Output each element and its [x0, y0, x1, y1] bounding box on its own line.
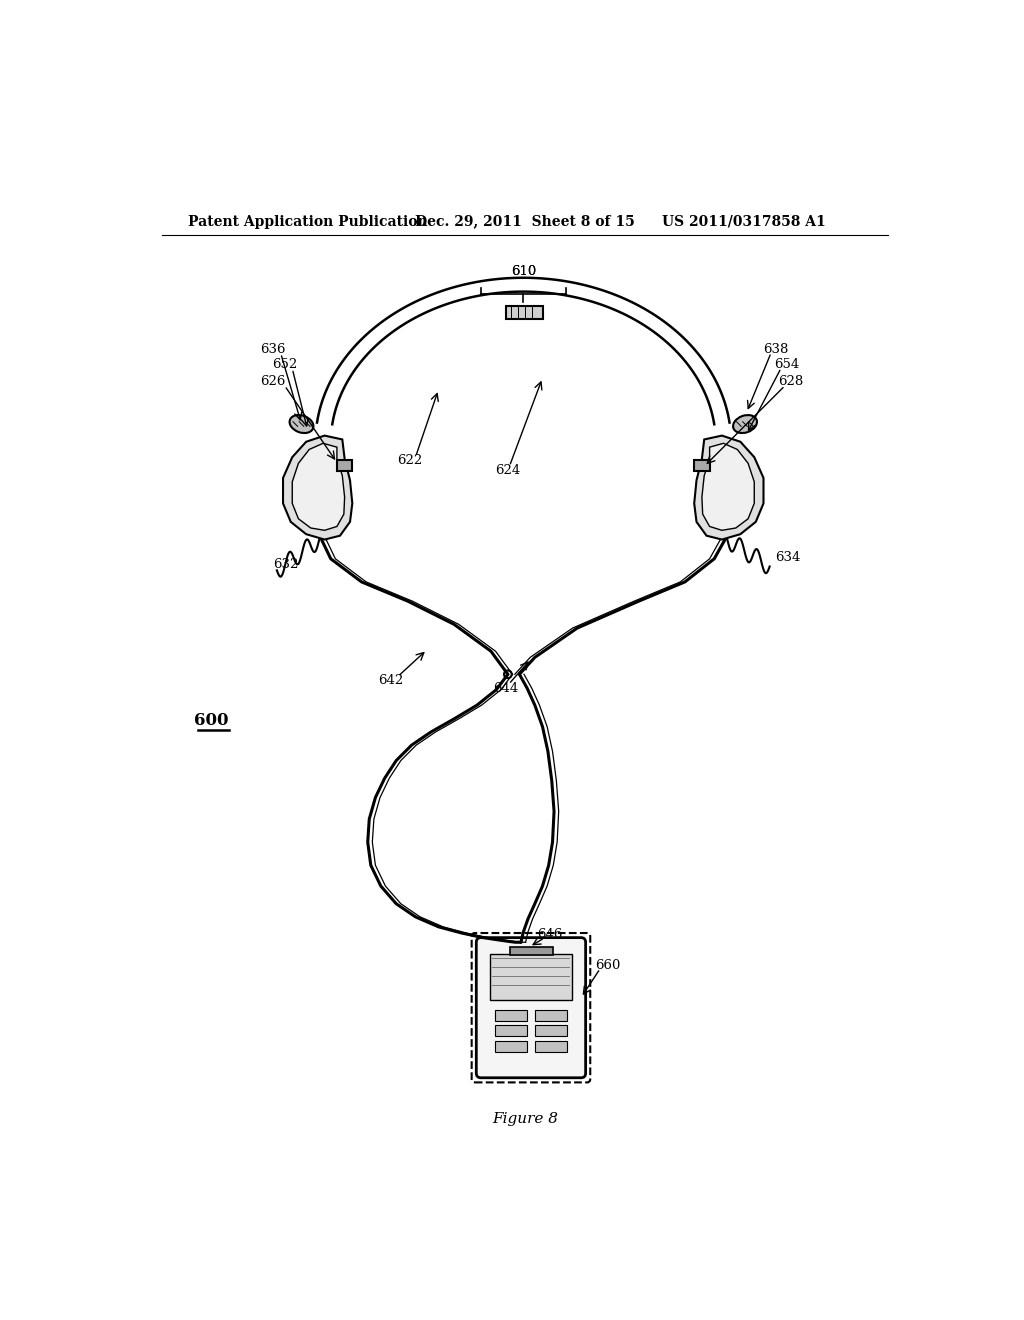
Bar [495, 1026, 527, 1036]
Polygon shape [283, 436, 352, 540]
Bar [495, 1040, 527, 1052]
Ellipse shape [733, 414, 757, 433]
Text: Figure 8: Figure 8 [492, 1113, 558, 1126]
Text: 628: 628 [778, 375, 804, 388]
Text: 610: 610 [511, 265, 536, 279]
Text: 638: 638 [763, 343, 788, 356]
FancyBboxPatch shape [476, 937, 586, 1077]
Bar [535, 1040, 567, 1052]
Bar [490, 954, 571, 1001]
Text: 626: 626 [260, 375, 286, 388]
Text: 624: 624 [496, 463, 520, 477]
Bar [694, 461, 710, 471]
Text: 610: 610 [511, 265, 536, 279]
Text: 600: 600 [195, 711, 228, 729]
Text: US 2011/0317858 A1: US 2011/0317858 A1 [662, 215, 825, 228]
Polygon shape [701, 444, 755, 531]
Bar [535, 1010, 567, 1020]
Text: 622: 622 [396, 454, 422, 467]
Bar [337, 461, 352, 471]
Bar [535, 1026, 567, 1036]
Bar [495, 1010, 527, 1020]
Text: 636: 636 [260, 343, 286, 356]
Bar [506, 306, 543, 319]
Text: Patent Application Publication: Patent Application Publication [188, 215, 428, 228]
Text: 654: 654 [774, 358, 799, 371]
Text: 646: 646 [537, 928, 562, 941]
Text: 642: 642 [378, 675, 403, 686]
Text: 634: 634 [775, 550, 800, 564]
Text: Dec. 29, 2011  Sheet 8 of 15: Dec. 29, 2011 Sheet 8 of 15 [416, 215, 635, 228]
Text: 632: 632 [273, 558, 299, 572]
Ellipse shape [290, 414, 313, 433]
Text: 652: 652 [272, 358, 297, 371]
Bar [510, 946, 553, 954]
Text: 644: 644 [493, 681, 518, 694]
Polygon shape [694, 436, 764, 540]
Polygon shape [292, 444, 345, 531]
Text: 660: 660 [595, 958, 621, 972]
